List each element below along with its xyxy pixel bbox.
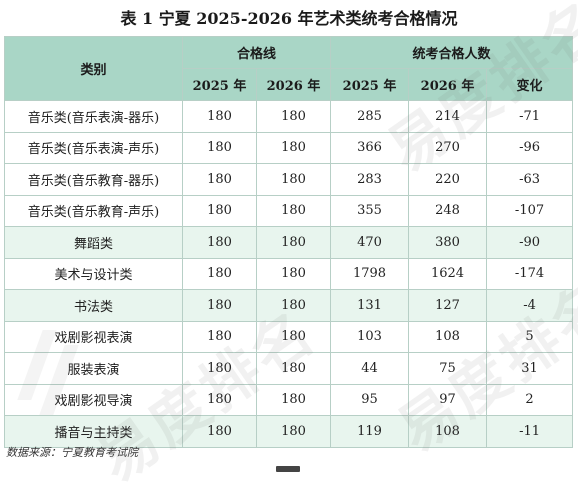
row-line-2025: 180 bbox=[182, 100, 257, 133]
row-line-2026: 180 bbox=[255, 131, 332, 164]
row-line-2025: 180 bbox=[182, 131, 257, 164]
row-line-2025: 180 bbox=[182, 257, 257, 290]
header-pass-line: 合格线 bbox=[181, 36, 332, 69]
row-change: -107 bbox=[486, 194, 574, 227]
header-passers: 统考合格人数 bbox=[330, 36, 574, 69]
row-change: -4 bbox=[486, 289, 574, 322]
row-line-2026: 180 bbox=[255, 194, 332, 227]
row-change: -174 bbox=[486, 257, 574, 290]
row-line-2026: 180 bbox=[255, 163, 332, 196]
table-row: 戏剧影视表演 180 180 103 108 5 bbox=[4, 320, 574, 353]
table-row: 书法类 180 180 131 127 -4 bbox=[4, 289, 574, 322]
row-change: -96 bbox=[486, 131, 574, 164]
row-num-2025: 103 bbox=[330, 320, 410, 353]
row-num-2026: 108 bbox=[408, 415, 488, 448]
row-num-2026: 108 bbox=[408, 320, 488, 353]
header-line-2025: 2025 年 bbox=[182, 68, 257, 101]
row-num-2025: 355 bbox=[330, 194, 410, 227]
row-line-2025: 180 bbox=[182, 320, 257, 353]
row-category: 戏剧影视导演 bbox=[4, 383, 183, 416]
row-num-2025: 470 bbox=[330, 226, 410, 259]
row-line-2025: 180 bbox=[182, 383, 257, 416]
row-change: -71 bbox=[486, 100, 574, 133]
row-change: -63 bbox=[486, 163, 574, 196]
row-num-2026: 127 bbox=[408, 289, 488, 322]
row-line-2026: 180 bbox=[255, 289, 332, 322]
table-row: 舞蹈类 180 180 470 380 -90 bbox=[4, 226, 574, 259]
row-num-2025: 95 bbox=[330, 383, 410, 416]
row-num-2025: 366 bbox=[330, 131, 410, 164]
row-line-2025: 180 bbox=[182, 415, 257, 448]
row-num-2025: 1798 bbox=[330, 257, 410, 290]
row-change: -11 bbox=[486, 415, 574, 448]
table-row: 音乐类(音乐教育-器乐) 180 180 283 220 -63 bbox=[4, 163, 574, 196]
row-num-2026: 380 bbox=[408, 226, 488, 259]
source-note: 数据来源：宁夏教育考试院 bbox=[6, 446, 138, 459]
row-line-2025: 180 bbox=[182, 352, 257, 385]
header-line-2026: 2026 年 bbox=[255, 68, 332, 101]
table-row: 播音与主持类 180 180 119 108 -11 bbox=[4, 415, 574, 448]
header-category: 类别 bbox=[4, 36, 183, 101]
row-line-2025: 180 bbox=[182, 289, 257, 322]
row-category: 音乐类(音乐表演-声乐) bbox=[4, 131, 183, 164]
row-category: 音乐类(音乐教育-器乐) bbox=[4, 163, 183, 196]
row-change: -90 bbox=[486, 226, 574, 259]
row-num-2025: 285 bbox=[330, 100, 410, 133]
row-num-2026: 214 bbox=[408, 100, 488, 133]
table-row: 美术与设计类 180 180 1798 1624 -174 bbox=[4, 257, 574, 290]
row-line-2025: 180 bbox=[182, 194, 257, 227]
row-category: 播音与主持类 bbox=[4, 415, 183, 448]
row-category: 书法类 bbox=[4, 289, 183, 322]
table-row: 戏剧影视导演 180 180 95 97 2 bbox=[4, 383, 574, 416]
table-row: 服装表演 180 180 44 75 31 bbox=[4, 352, 574, 385]
row-num-2025: 283 bbox=[330, 163, 410, 196]
row-num-2026: 270 bbox=[408, 131, 488, 164]
row-num-2026: 248 bbox=[408, 194, 488, 227]
row-num-2025: 131 bbox=[330, 289, 410, 322]
row-line-2026: 180 bbox=[255, 226, 332, 259]
table-row: 音乐类(音乐表演-声乐) 180 180 366 270 -96 bbox=[4, 131, 574, 164]
row-line-2026: 180 bbox=[255, 257, 332, 290]
row-line-2025: 180 bbox=[182, 163, 257, 196]
table-title: 表 1 宁夏 2025-2026 年艺术类统考合格情况 bbox=[120, 9, 458, 28]
row-category: 音乐类(音乐教育-声乐) bbox=[4, 194, 183, 227]
scroll-indicator[interactable] bbox=[276, 466, 300, 472]
row-num-2025: 44 bbox=[330, 352, 410, 385]
table-row: 音乐类(音乐表演-器乐) 180 180 285 214 -71 bbox=[4, 100, 574, 133]
row-line-2025: 180 bbox=[182, 226, 257, 259]
pass-statistics-table: 类别 合格线 统考合格人数 2025 年 2026 年 2025 年 2026 … bbox=[4, 36, 574, 448]
row-change: 2 bbox=[486, 383, 574, 416]
row-line-2026: 180 bbox=[255, 320, 332, 353]
header-num-2025: 2025 年 bbox=[330, 68, 410, 101]
row-num-2025: 119 bbox=[330, 415, 410, 448]
row-line-2026: 180 bbox=[255, 415, 332, 448]
row-num-2026: 1624 bbox=[408, 257, 488, 290]
row-category: 美术与设计类 bbox=[4, 257, 183, 290]
row-num-2026: 75 bbox=[408, 352, 488, 385]
row-line-2026: 180 bbox=[255, 383, 332, 416]
row-change: 31 bbox=[486, 352, 574, 385]
row-category: 舞蹈类 bbox=[4, 226, 183, 259]
header-num-2026: 2026 年 bbox=[408, 68, 488, 101]
row-num-2026: 220 bbox=[408, 163, 488, 196]
row-change: 5 bbox=[486, 320, 574, 353]
row-line-2026: 180 bbox=[255, 100, 332, 133]
row-category: 服装表演 bbox=[4, 352, 183, 385]
row-category: 音乐类(音乐表演-器乐) bbox=[4, 100, 183, 133]
header-change: 变化 bbox=[486, 68, 574, 101]
row-category: 戏剧影视表演 bbox=[4, 320, 183, 353]
row-line-2026: 180 bbox=[255, 352, 332, 385]
row-num-2026: 97 bbox=[408, 383, 488, 416]
table-row: 音乐类(音乐教育-声乐) 180 180 355 248 -107 bbox=[4, 194, 574, 227]
